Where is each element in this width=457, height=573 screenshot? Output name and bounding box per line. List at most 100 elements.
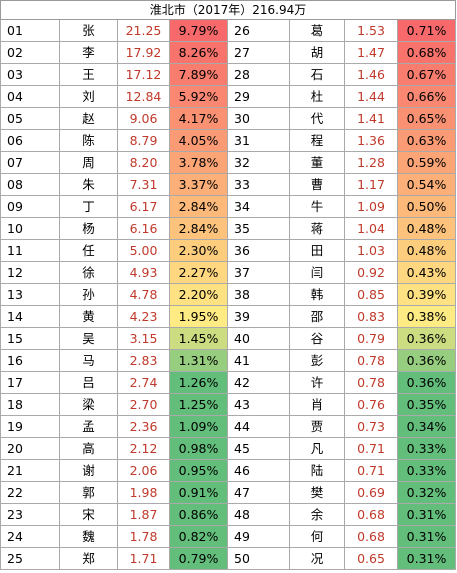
rank-cell: 38: [228, 284, 290, 306]
share-cell: 0.32%: [398, 482, 456, 504]
surname-cell: 邵: [290, 306, 345, 328]
population-cell: 2.06: [118, 460, 170, 482]
share-cell: 0.63%: [398, 130, 456, 152]
rank-cell: 16: [0, 350, 60, 372]
rank-cell: 20: [0, 438, 60, 460]
population-cell: 8.79: [118, 130, 170, 152]
share-cell: 0.48%: [398, 218, 456, 240]
surname-cell: 葛: [290, 20, 345, 42]
share-cell: 0.31%: [398, 548, 456, 570]
share-cell: 0.98%: [170, 438, 228, 460]
rank-cell: 05: [0, 108, 60, 130]
share-cell: 0.66%: [398, 86, 456, 108]
share-cell: 0.67%: [398, 64, 456, 86]
population-cell: 0.78: [345, 372, 398, 394]
population-cell: 2.70: [118, 394, 170, 416]
population-cell: 2.74: [118, 372, 170, 394]
surname-cell: 许: [290, 372, 345, 394]
share-cell: 0.82%: [170, 526, 228, 548]
share-cell: 1.95%: [170, 306, 228, 328]
share-cell: 5.92%: [170, 86, 228, 108]
share-cell: 0.86%: [170, 504, 228, 526]
population-cell: 2.36: [118, 416, 170, 438]
surname-cell: 田: [290, 240, 345, 262]
share-cell: 0.34%: [398, 416, 456, 438]
population-cell: 6.17: [118, 196, 170, 218]
share-cell: 7.89%: [170, 64, 228, 86]
share-cell: 0.79%: [170, 548, 228, 570]
rank-cell: 24: [0, 526, 60, 548]
rank-cell: 49: [228, 526, 290, 548]
surname-cell: 谢: [60, 460, 118, 482]
population-cell: 21.25: [118, 20, 170, 42]
population-cell: 4.93: [118, 262, 170, 284]
population-cell: 6.16: [118, 218, 170, 240]
population-cell: 17.92: [118, 42, 170, 64]
share-cell: 2.84%: [170, 218, 228, 240]
rank-cell: 42: [228, 372, 290, 394]
population-cell: 1.09: [345, 196, 398, 218]
share-cell: 0.31%: [398, 504, 456, 526]
rank-cell: 30: [228, 108, 290, 130]
population-cell: 0.71: [345, 438, 398, 460]
share-cell: 0.68%: [398, 42, 456, 64]
surname-cell: 程: [290, 130, 345, 152]
population-cell: 17.12: [118, 64, 170, 86]
population-cell: 1.46: [345, 64, 398, 86]
rank-cell: 13: [0, 284, 60, 306]
share-cell: 0.43%: [398, 262, 456, 284]
population-cell: 0.68: [345, 504, 398, 526]
surname-cell: 陈: [60, 130, 118, 152]
population-cell: 0.68: [345, 526, 398, 548]
population-cell: 1.71: [118, 548, 170, 570]
rank-cell: 27: [228, 42, 290, 64]
rank-cell: 18: [0, 394, 60, 416]
rank-cell: 50: [228, 548, 290, 570]
share-cell: 2.84%: [170, 196, 228, 218]
rank-cell: 17: [0, 372, 60, 394]
rank-cell: 26: [228, 20, 290, 42]
share-cell: 0.36%: [398, 328, 456, 350]
surname-cell: 彭: [290, 350, 345, 372]
population-cell: 1.04: [345, 218, 398, 240]
population-cell: 1.17: [345, 174, 398, 196]
share-cell: 2.27%: [170, 262, 228, 284]
rank-cell: 11: [0, 240, 60, 262]
share-cell: 2.20%: [170, 284, 228, 306]
rank-cell: 14: [0, 306, 60, 328]
surname-cell: 吴: [60, 328, 118, 350]
surname-cell: 张: [60, 20, 118, 42]
rank-cell: 32: [228, 152, 290, 174]
rank-cell: 10: [0, 218, 60, 240]
surname-cell: 董: [290, 152, 345, 174]
share-cell: 8.26%: [170, 42, 228, 64]
surname-cell: 樊: [290, 482, 345, 504]
rank-cell: 28: [228, 64, 290, 86]
population-cell: 1.36: [345, 130, 398, 152]
surname-cell: 代: [290, 108, 345, 130]
rank-cell: 01: [0, 20, 60, 42]
surname-cell: 魏: [60, 526, 118, 548]
surname-cell: 宋: [60, 504, 118, 526]
population-cell: 0.76: [345, 394, 398, 416]
share-cell: 0.71%: [398, 20, 456, 42]
surname-cell: 李: [60, 42, 118, 64]
share-cell: 1.25%: [170, 394, 228, 416]
rank-cell: 31: [228, 130, 290, 152]
population-cell: 0.71: [345, 460, 398, 482]
surname-cell: 牛: [290, 196, 345, 218]
table-title: 淮北市（2017年）216.94万: [0, 0, 456, 20]
share-cell: 1.31%: [170, 350, 228, 372]
surname-cell: 胡: [290, 42, 345, 64]
population-cell: 0.78: [345, 350, 398, 372]
surname-cell: 徐: [60, 262, 118, 284]
surname-cell: 曹: [290, 174, 345, 196]
rank-cell: 40: [228, 328, 290, 350]
rank-cell: 21: [0, 460, 60, 482]
population-cell: 2.83: [118, 350, 170, 372]
surname-cell: 吕: [60, 372, 118, 394]
population-cell: 0.79: [345, 328, 398, 350]
share-cell: 3.78%: [170, 152, 228, 174]
share-cell: 0.50%: [398, 196, 456, 218]
population-cell: 4.23: [118, 306, 170, 328]
